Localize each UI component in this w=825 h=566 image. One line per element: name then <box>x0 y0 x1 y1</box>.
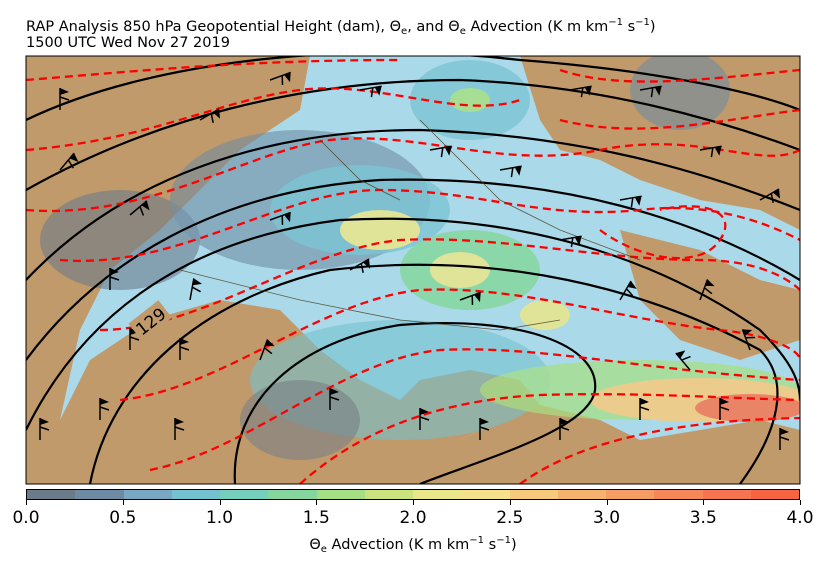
colorbar <box>26 489 800 500</box>
colorbar-tick-mark <box>26 500 27 505</box>
colorbar-segment <box>27 490 76 499</box>
colorbar-segment <box>220 490 269 499</box>
colorbar-segment <box>750 490 799 499</box>
colorbar-segment <box>606 490 655 499</box>
colorbar-tick-mark <box>122 500 124 505</box>
colorbar-segment <box>316 490 365 499</box>
colorbar-tick-label: 1.5 <box>302 508 330 528</box>
land-west <box>26 56 310 484</box>
colorbar-tick-label: 3.5 <box>689 508 717 528</box>
colorbar-segment <box>413 490 462 499</box>
land-south <box>26 300 800 484</box>
colorbar-segment <box>268 490 317 499</box>
colorbar-tick-mark <box>703 500 705 505</box>
colorbar-tick-mark <box>606 500 608 505</box>
colorbar-segment <box>654 490 703 499</box>
colorbar-segment <box>75 490 124 499</box>
colorbar-segment <box>171 490 220 499</box>
colorbar-segment <box>509 490 558 499</box>
colorbar-tick-mark <box>413 500 414 505</box>
map-timestamp: 1500 UTC Wed Nov 27 2019 <box>26 35 230 51</box>
colorbar-tick-mark <box>509 500 511 505</box>
colorbar-tick-label: 1.0 <box>205 508 234 528</box>
colorbar-tick-mark <box>219 500 221 505</box>
map-title: RAP Analysis 850 hPa Geopotential Height… <box>26 17 656 37</box>
borders <box>179 119 641 331</box>
land-northeast <box>520 56 800 230</box>
colorbar-segment <box>557 490 606 499</box>
colorbar-tick-label: 4.0 <box>786 508 814 528</box>
map-frame <box>25 55 801 485</box>
colorbar-label: Θe Advection (K m km−1 s−1) <box>309 535 517 555</box>
colorbar-tick-label: 0.5 <box>109 508 137 528</box>
colorbar-segment <box>461 490 510 499</box>
colorbar-segment <box>123 490 172 499</box>
colorbar-tick-label: 3.0 <box>592 508 621 528</box>
colorbar-segment <box>364 490 413 499</box>
colorbar-tick-mark <box>800 500 801 505</box>
colorbar-tick-label: 2.5 <box>496 508 524 528</box>
colorbar-tick-label: 2.0 <box>399 508 427 528</box>
colorbar-tick-mark <box>316 500 318 505</box>
map-panel: 129 <box>26 56 800 484</box>
colorbar-segment <box>702 490 751 499</box>
colorbar-tick-label: 0.0 <box>12 508 40 528</box>
